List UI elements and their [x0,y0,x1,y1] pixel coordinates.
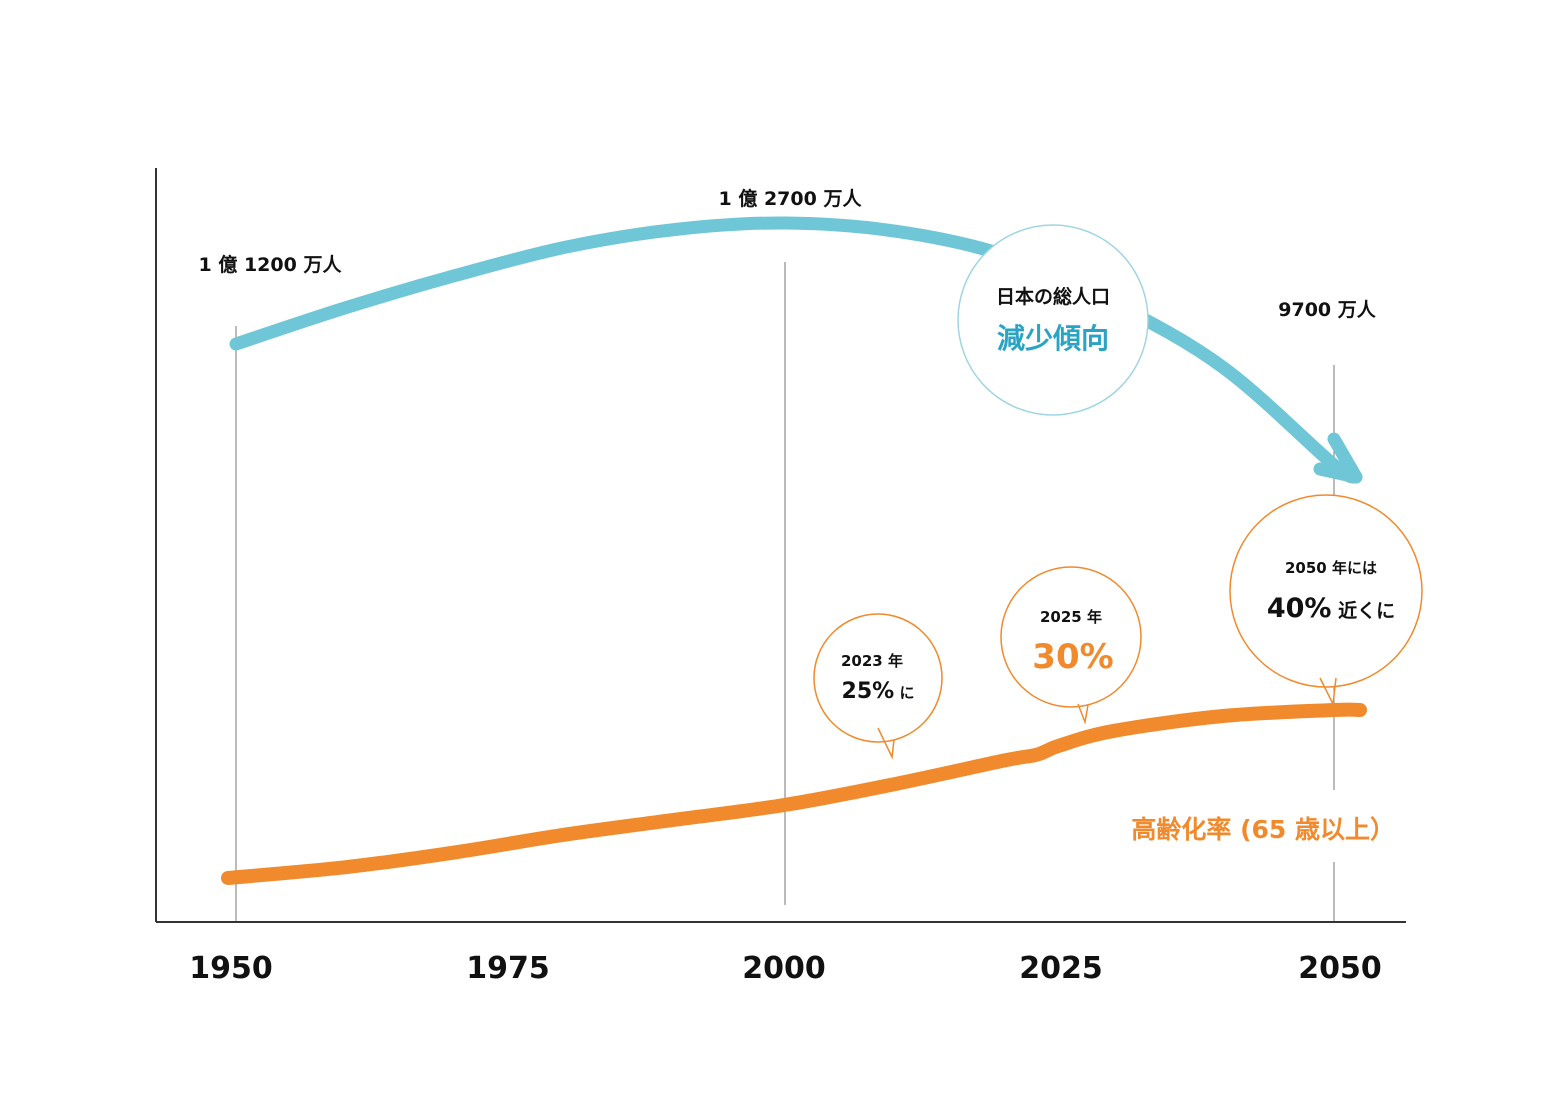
aging-bubble-2023: 2023 年 25% に [813,613,943,760]
x-tick-1975: 1975 [466,951,550,986]
population-bubble-line2: 減少傾向 [997,322,1109,355]
aging-bubble-2050-circle [1229,494,1423,688]
aging-bubble-2025-pointer [1077,703,1089,725]
aging-bubble-2025: 2025 年 30% [1000,566,1142,725]
aging-bubble-2050-value: 40% 近くに [1267,593,1395,624]
x-tick-2050: 2050 [1298,951,1382,986]
aging-bubble-2023-suffix: に [894,684,914,702]
aging-bubble-2050-pointer [1319,677,1337,707]
population-label-1950: 1 億 1200 万人 [199,253,343,276]
x-tick-2000: 2000 [742,951,826,986]
aging-rate-bubbles: 2023 年 25% に 2025 年 30% 2050 年には 40% 近くに [813,494,1423,760]
aging-bubble-2023-circle [813,613,943,743]
aging-bubble-2025-circle [1000,566,1142,708]
population-labels: 1 億 1200 万人 1 億 2700 万人 9700 万人 [199,187,1377,321]
population-bubble-line1: 日本の総人口 [996,285,1110,308]
axes [155,168,1406,923]
aging-rate-line [221,702,1367,885]
population-bubble-circle [957,224,1149,416]
population-arrowhead [1313,432,1363,484]
aging-bubble-2050-percent: 40% [1267,593,1332,624]
aging-rate-series [221,702,1367,885]
population-label-2000: 1 億 2700 万人 [719,187,863,210]
aging-bubble-2023-pointer [877,727,895,760]
population-trend-bubble: 日本の総人口 減少傾向 [957,224,1149,416]
aging-bubble-2023-year: 2023 年 [841,652,903,670]
x-tick-labels: 1950 1975 2000 2025 2050 [189,951,1382,986]
aging-bubble-2050: 2050 年には 40% 近くに [1229,494,1423,707]
population-series [229,216,1363,484]
population-line [229,216,1363,484]
x-tick-1950: 1950 [189,951,273,986]
aging-bubble-2050-suffix: 近くに [1332,600,1396,622]
aging-bubble-2023-value: 25% に [842,679,915,704]
aging-bubble-2050-year: 2050 年には [1285,559,1377,577]
aging-rate-series-label: 高齢化率 (65 歳以上） [1131,815,1395,844]
aging-bubble-2023-percent: 25% [842,679,895,704]
x-tick-2025: 2025 [1019,951,1103,986]
aging-bubble-2025-year: 2025 年 [1040,608,1102,626]
aging-bubble-2025-percent: 30% [1032,637,1113,677]
population-label-2050: 9700 万人 [1278,299,1376,321]
